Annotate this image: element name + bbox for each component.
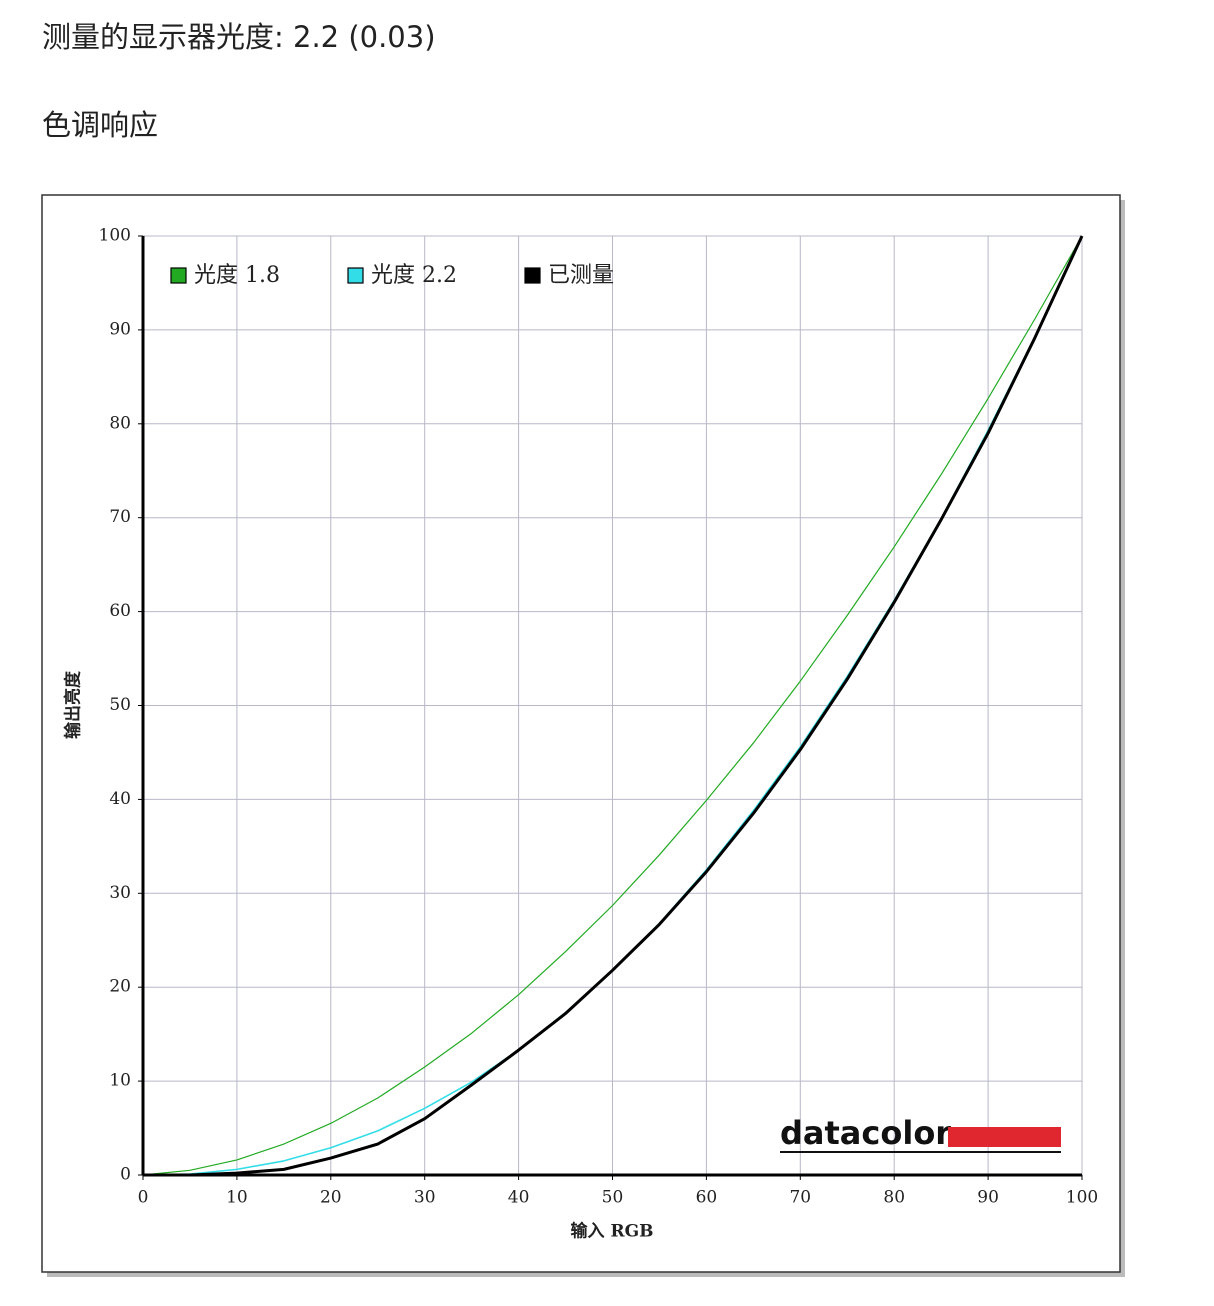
y-tick-label: 60 [109,601,131,621]
y-tick-label: 30 [109,883,131,903]
legend-swatch [524,267,541,284]
legend-label: 光度 2.2 [371,263,457,288]
legend-label: 光度 1.8 [194,263,280,288]
x-tick-label: 40 [508,1188,530,1208]
y-axis-label: 输出亮度 [63,670,84,739]
x-tick-label: 50 [602,1188,624,1208]
x-axis-label: 输入 RGB [571,1221,654,1242]
series-line [143,235,1084,1177]
brand-bar [948,1127,1061,1147]
x-tick-label: 100 [1066,1188,1098,1208]
x-tick-label: 70 [789,1188,811,1208]
y-tick-label: 50 [109,695,131,715]
section-title: 色调响应 [42,108,159,142]
x-tick-label: 20 [320,1188,342,1208]
y-tick-label: 20 [109,977,131,997]
x-tick-label: 60 [696,1188,718,1208]
y-tick-label: 40 [109,789,131,809]
x-tick-label: 30 [414,1188,436,1208]
series-line [142,235,1083,1176]
legend-label: 已测量 [548,263,614,288]
x-tick-label: 80 [883,1188,905,1208]
x-tick-label: 10 [226,1188,248,1208]
y-tick-label: 70 [109,507,131,527]
brand: datacolor [780,1114,951,1152]
title: 测量的显示器光度: 2.2 (0.03) [42,20,436,54]
legend-swatch [170,267,187,284]
y-tick-label: 10 [109,1071,131,1091]
y-tick-label: 90 [109,319,131,339]
brand-logo: datacolor [780,1114,1061,1153]
frame [41,194,1121,1273]
y-tick-label: 100 [99,226,131,246]
x-tick-label: 90 [977,1188,999,1208]
legend-swatch [347,267,364,284]
y-tick-label: 80 [109,413,131,433]
y-tick-label: 0 [120,1165,131,1185]
x-tick-label: 0 [138,1188,149,1208]
